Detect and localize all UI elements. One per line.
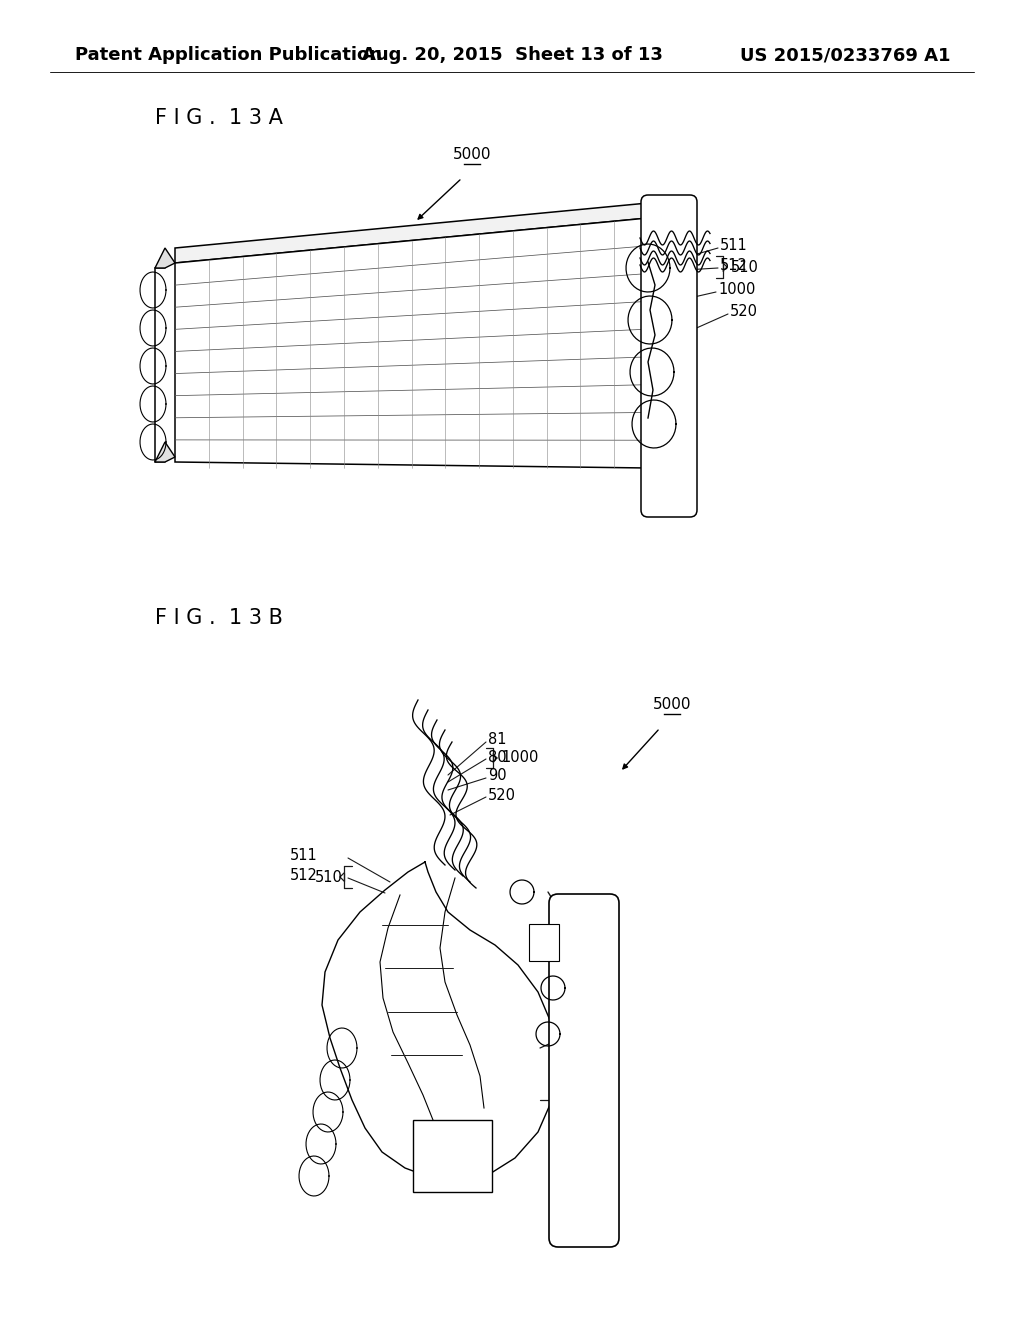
Text: F I G .  1 3 B: F I G . 1 3 B: [155, 609, 283, 628]
FancyBboxPatch shape: [529, 924, 559, 961]
Polygon shape: [155, 442, 175, 462]
Polygon shape: [155, 248, 175, 268]
Text: Patent Application Publication: Patent Application Publication: [75, 46, 382, 63]
Text: 520: 520: [488, 788, 516, 803]
Text: 512: 512: [290, 869, 317, 883]
Text: 510: 510: [315, 870, 343, 884]
FancyBboxPatch shape: [413, 1119, 492, 1192]
Text: 1000: 1000: [501, 751, 539, 766]
Text: Aug. 20, 2015  Sheet 13 of 13: Aug. 20, 2015 Sheet 13 of 13: [361, 46, 663, 63]
Text: F I G .  1 3 A: F I G . 1 3 A: [155, 108, 283, 128]
Text: 5000: 5000: [652, 697, 691, 711]
Text: 90: 90: [488, 768, 507, 784]
Text: 1000: 1000: [718, 282, 756, 297]
Text: 511: 511: [720, 239, 748, 253]
Text: US 2015/0233769 A1: US 2015/0233769 A1: [739, 46, 950, 63]
Text: 512: 512: [720, 259, 748, 273]
Text: 81: 81: [488, 733, 507, 747]
Text: 510: 510: [731, 260, 759, 275]
FancyBboxPatch shape: [641, 195, 697, 517]
Text: 5000: 5000: [453, 147, 492, 162]
Text: 520: 520: [730, 305, 758, 319]
Text: 80: 80: [488, 750, 507, 764]
Polygon shape: [175, 218, 648, 469]
Polygon shape: [175, 203, 648, 263]
FancyBboxPatch shape: [549, 894, 618, 1247]
Text: 511: 511: [290, 849, 317, 863]
